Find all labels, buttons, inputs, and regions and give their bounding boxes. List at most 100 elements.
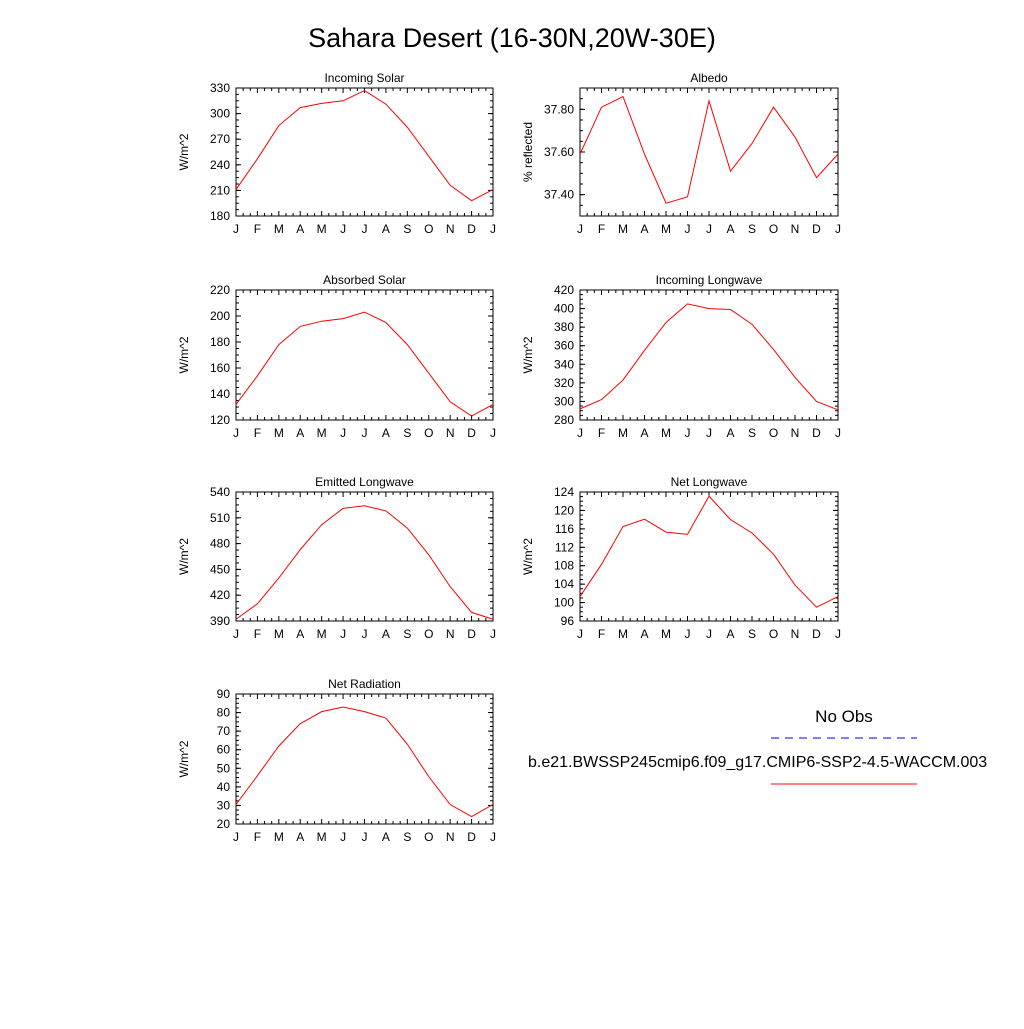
x-tick-label: D	[812, 426, 821, 440]
series-line	[579, 495, 839, 608]
x-tick-label: F	[598, 627, 605, 641]
plot-frame	[235, 693, 494, 825]
y-tick-label: 70	[217, 724, 231, 738]
y-tick-label: 120	[210, 413, 230, 427]
y-tick-label: 180	[210, 209, 230, 223]
x-tick-label: D	[467, 426, 476, 440]
figure-title: Sahara Desert (16-30N,20W-30E)	[308, 23, 716, 53]
y-axis-label: % reflected	[521, 122, 535, 182]
y-tick-label: 124	[554, 485, 574, 499]
y-tick-label: 40	[217, 780, 231, 794]
y-tick-label: 37.40	[544, 188, 574, 202]
series-line	[235, 706, 494, 818]
x-tick-label: J	[490, 426, 496, 440]
x-tick-label: M	[317, 426, 327, 440]
x-tick-label: A	[640, 627, 648, 641]
x-tick-label: O	[424, 222, 433, 236]
x-tick-label: M	[317, 627, 327, 641]
y-tick-label: 20	[217, 817, 231, 831]
x-tick-label: M	[661, 222, 671, 236]
x-tick-label: F	[254, 830, 261, 844]
y-tick-label: 180	[210, 335, 230, 349]
series-line	[579, 303, 839, 411]
x-tick-label: M	[274, 222, 284, 236]
x-tick-label: J	[340, 830, 346, 844]
y-tick-label: 116	[555, 522, 574, 536]
series-line	[579, 95, 839, 204]
x-tick-label: J	[233, 222, 239, 236]
legend-model-label: b.e21.BWSSP245cmip6.f09_g17.CMIP6-SSP2-4…	[528, 754, 987, 771]
x-tick-label: D	[467, 830, 476, 844]
x-tick-label: J	[233, 426, 239, 440]
x-tick-label: J	[233, 627, 239, 641]
x-tick-label: N	[791, 426, 800, 440]
y-tick-label: 112	[555, 540, 574, 554]
plot-frame	[579, 289, 839, 421]
series-line	[235, 311, 494, 417]
x-tick-label: M	[661, 627, 671, 641]
y-tick-label: 200	[210, 309, 230, 323]
x-tick-label: J	[490, 222, 496, 236]
y-tick-label: 480	[210, 537, 230, 551]
x-tick-label: O	[424, 830, 433, 844]
plot-frame	[235, 289, 494, 421]
y-tick-label: 400	[554, 302, 574, 316]
x-tick-label: J	[340, 222, 346, 236]
y-tick-label: 380	[554, 320, 574, 334]
y-tick-label: 108	[554, 559, 574, 573]
x-tick-label: J	[706, 627, 712, 641]
x-tick-label: A	[296, 830, 304, 844]
x-tick-label: N	[446, 830, 455, 844]
x-tick-label: J	[362, 830, 368, 844]
x-tick-label: J	[340, 426, 346, 440]
y-tick-label: 300	[554, 394, 574, 408]
x-tick-label: M	[317, 830, 327, 844]
x-tick-label: J	[362, 222, 368, 236]
x-tick-label: S	[748, 426, 756, 440]
y-tick-label: 80	[217, 706, 231, 720]
x-tick-label: J	[340, 627, 346, 641]
y-tick-label: 210	[210, 183, 230, 197]
x-tick-label: F	[254, 426, 261, 440]
x-tick-label: D	[467, 222, 476, 236]
x-tick-label: J	[362, 627, 368, 641]
y-axis-label: W/m^2	[177, 133, 191, 170]
x-tick-label: J	[706, 222, 712, 236]
x-tick-label: J	[706, 426, 712, 440]
x-tick-label: O	[769, 627, 778, 641]
y-axis-label: W/m^2	[177, 336, 191, 373]
x-tick-label: S	[403, 426, 411, 440]
x-tick-label: J	[835, 426, 841, 440]
x-tick-label: O	[424, 627, 433, 641]
y-tick-label: 240	[210, 158, 230, 172]
series-line	[235, 505, 494, 620]
x-tick-label: J	[577, 426, 583, 440]
x-tick-label: M	[274, 426, 284, 440]
y-tick-label: 340	[554, 357, 574, 371]
y-tick-label: 100	[554, 596, 574, 610]
y-tick-label: 540	[210, 485, 230, 499]
plot-frame	[579, 87, 839, 217]
x-tick-label: M	[618, 222, 628, 236]
y-tick-label: 50	[217, 761, 231, 775]
y-axis-label: W/m^2	[177, 740, 191, 777]
legend-obs-label: No Obs	[815, 707, 873, 726]
y-tick-label: 120	[554, 503, 574, 517]
x-tick-label: J	[835, 222, 841, 236]
x-tick-label: J	[577, 222, 583, 236]
x-tick-label: S	[748, 627, 756, 641]
panel-title: Emitted Longwave	[315, 475, 414, 489]
y-tick-label: 300	[210, 107, 230, 121]
y-tick-label: 140	[210, 387, 230, 401]
x-tick-label: D	[812, 222, 821, 236]
y-tick-label: 320	[554, 376, 574, 390]
x-tick-label: J	[362, 426, 368, 440]
x-tick-label: F	[598, 222, 605, 236]
series-line	[235, 89, 494, 202]
